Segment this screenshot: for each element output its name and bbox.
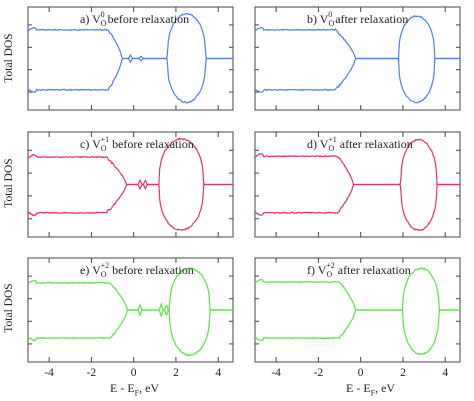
x-tick-label: 2 [400,367,406,379]
panel-label-suffix: after relaxation [332,12,408,26]
panel-label-sup: +1 [328,135,337,144]
panel-label-sup: +2 [326,261,335,270]
panel-label: d) VO+1 after relaxation [307,135,413,153]
panel-label-sup: 0 [101,10,105,19]
panel-label-sup: 0 [328,10,332,19]
y-axis-label-bottom: Total DOS [3,283,15,333]
x-axis-label-left: E - EF, eV [110,381,159,397]
panel-c: c) VO+1 before relaxation [27,131,234,238]
panel-e: -4 -2 0 2 4 e) VO+2 before relaxation [27,257,234,379]
x-axis-label-text: E - E [346,381,371,395]
panel-label-sup: +1 [101,135,110,144]
panel-label: b) VO0 after relaxation [307,10,408,28]
x-tick-label: -4 [44,367,54,379]
dos-curve-lower [27,183,233,231]
panel-label-sup: +2 [101,261,110,270]
x-axis-label-sub: F [370,388,376,398]
panel-label-suffix: after relaxation [335,263,411,277]
x-tick-label: -2 [87,367,97,379]
dos-curve-lower [27,57,233,104]
panel-label-prefix: e) V [80,263,101,277]
panel-label-prefix: b) V [307,12,329,26]
x-axis-label-unit: , eV [139,381,160,395]
panel-label-suffix: before relaxation [105,12,190,26]
panel-label-prefix: c) V [80,137,101,151]
panel-label-prefix: d) V [307,137,329,151]
panel-label-sub: O [101,270,107,279]
panel-label-sub: O [101,19,107,28]
panel-label-suffix: before relaxation [109,263,194,277]
dos-curve-lower [27,309,233,357]
x-tick-label: 0 [131,367,137,379]
x-tick-label: 4 [215,367,221,379]
panel-b: b) VO0 after relaxation [254,6,461,111]
panel-label-sub: O [326,270,332,279]
panel-f: -4 -2 0 2 4 f) VO+2 after relaxation [254,257,461,379]
panel-d: d) VO+1 after relaxation [254,131,461,238]
dos-curve-lower [254,183,460,232]
dos-curve-upper [27,12,233,60]
dos-curve-lower [254,57,460,104]
panel-label-suffix: before relaxation [109,137,194,151]
x-axis-label-unit: , eV [375,381,396,395]
x-tick-label: 2 [173,367,179,379]
panel-a: a) VO0 before relaxation [27,6,234,111]
x-axis-label-text: E - E [110,381,135,395]
x-axis-label-right: E - EF, eV [346,381,395,397]
panel-label: a) VO0 before relaxation [80,10,189,28]
panel-label-sub: O [101,144,107,153]
panel-label: f) VO+2 after relaxation [307,261,411,279]
x-tick-label: -2 [314,367,324,379]
y-axis-label-top: Total DOS [3,33,15,83]
y-axis-label-middle: Total DOS [3,158,15,208]
x-tick-label: 4 [442,367,448,379]
panel-label-prefix: f) V [307,263,327,277]
panel-label-prefix: a) V [80,12,101,26]
panel-label: e) VO+2 before relaxation [80,261,194,279]
panel-label-suffix: after relaxation [337,137,413,151]
panel-label: c) VO+1 before relaxation [80,135,194,153]
panel-label-sub: O [328,144,334,153]
panel-label-sub: O [328,19,334,28]
x-tick-label: 0 [358,367,364,379]
dos-curve-lower [254,309,460,356]
x-axis-label-sub: F [134,388,140,398]
x-tick-label: -4 [271,367,281,379]
